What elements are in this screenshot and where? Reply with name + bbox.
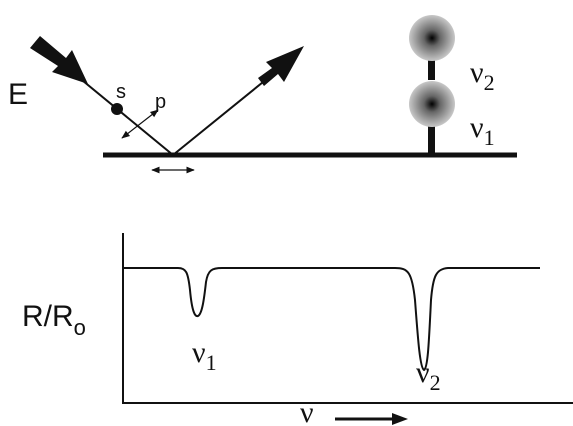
p-polarization-arrow bbox=[122, 110, 158, 138]
subscript: 2 bbox=[430, 370, 441, 395]
subscript: o bbox=[74, 315, 86, 340]
bond bbox=[428, 60, 435, 80]
bond bbox=[428, 125, 435, 153]
molecule bbox=[409, 15, 455, 61]
spectrum-curve bbox=[123, 268, 540, 370]
x-direction-arrowhead bbox=[392, 413, 408, 425]
peak-label: ν1 bbox=[192, 336, 217, 375]
symbol: ν bbox=[470, 56, 484, 89]
symbol: ν bbox=[416, 356, 430, 389]
label-main: R/R bbox=[22, 300, 74, 333]
symbol: ν bbox=[192, 336, 206, 369]
subscript: 1 bbox=[206, 350, 217, 375]
symbol: ν bbox=[470, 111, 484, 144]
s-polarization-dot bbox=[111, 103, 123, 115]
s-label: s bbox=[116, 81, 126, 103]
p-label: p bbox=[155, 91, 166, 113]
reflected-beam bbox=[173, 78, 268, 155]
field-label: E bbox=[8, 78, 28, 111]
peak-label: ν2 bbox=[416, 356, 441, 395]
diagram: E s p ν2 ν1 R/Ro ν1 ν2 ν bbox=[0, 0, 573, 426]
subscript: 2 bbox=[484, 70, 495, 95]
mode-label: ν2 bbox=[470, 56, 495, 95]
mode-label: ν1 bbox=[470, 111, 495, 150]
incident-arrow bbox=[30, 36, 88, 84]
x-axis-label: ν bbox=[300, 396, 314, 426]
y-axis-label: R/Ro bbox=[22, 300, 86, 340]
page: E s p ν2 ν1 R/Ro ν1 ν2 ν (() => { const … bbox=[0, 0, 573, 426]
molecule bbox=[409, 81, 455, 127]
subscript: 1 bbox=[484, 125, 495, 150]
reflected-arrow bbox=[258, 46, 304, 86]
